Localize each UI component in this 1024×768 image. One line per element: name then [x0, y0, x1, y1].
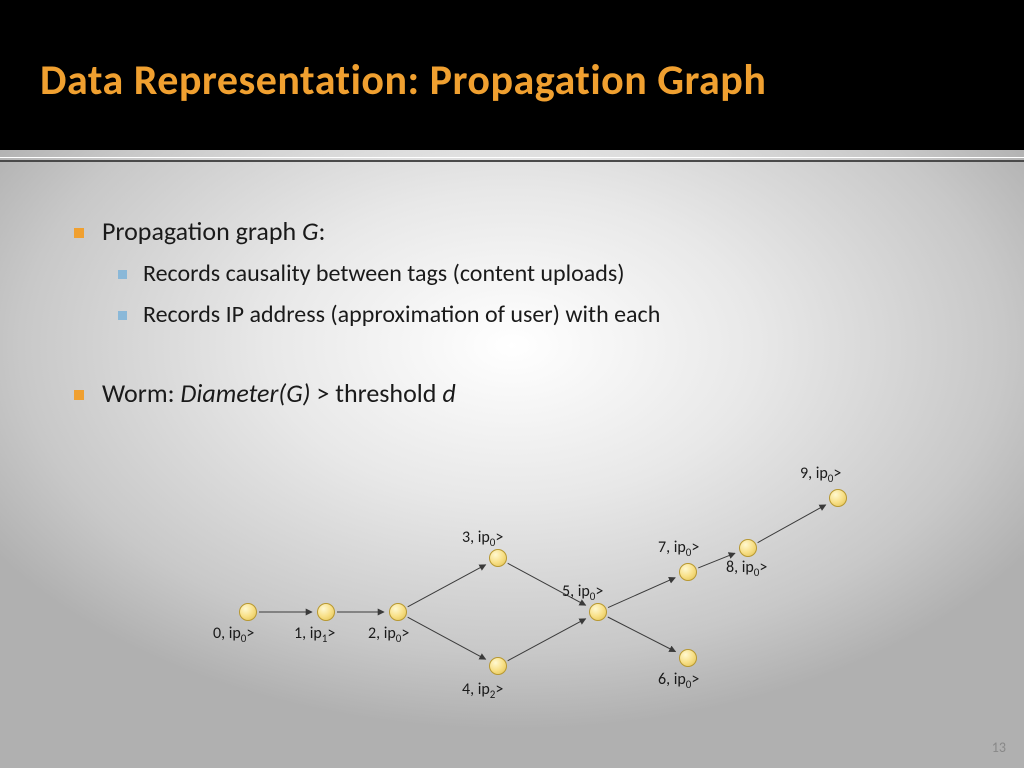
page-number: 13	[992, 739, 1006, 756]
graph-edge	[698, 553, 735, 568]
graph-edge	[508, 563, 586, 605]
graph-edge	[408, 565, 486, 607]
graph-edge	[508, 619, 586, 661]
graph-edges	[0, 0, 1024, 768]
graph-edge	[608, 578, 675, 608]
graph-edge	[408, 617, 486, 659]
graph-edge	[758, 505, 826, 543]
graph-edge	[608, 617, 676, 652]
slide: Data Representation: Propagation Graph P…	[0, 0, 1024, 768]
